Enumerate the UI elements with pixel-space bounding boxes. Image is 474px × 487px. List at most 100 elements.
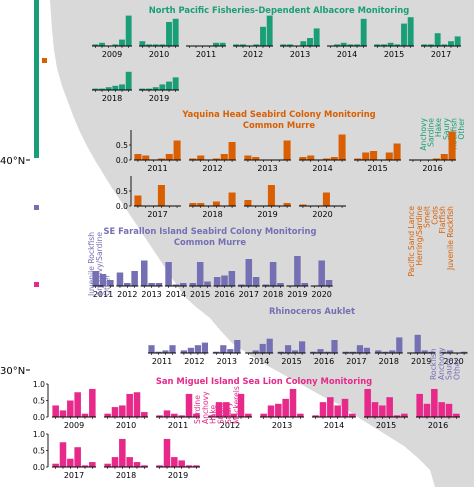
albacore-bar-2019-2: [152, 87, 159, 90]
sealion-bar-2017-5: [89, 462, 96, 467]
albacore-bar-2019-3: [159, 84, 166, 90]
albacore-bar-2009-0: [92, 44, 99, 46]
sealion-year-label-2019: 2019: [168, 471, 188, 480]
sealion-bar-2016-0: [416, 393, 423, 417]
murre-bar-2020-0: [299, 204, 307, 206]
murre-bar-2018-0: [189, 203, 197, 206]
murre-bar-2011-4: [165, 154, 173, 160]
farallon_murre-bar-2012-1: [124, 283, 131, 286]
farallon_auklet-bar-2015-2: [292, 350, 299, 353]
farallon_auklet-bar-2012-0: [180, 350, 187, 353]
sealion-ytick-label-1-1.0: 1.0: [33, 430, 45, 439]
sealion-bar-2018-4: [133, 462, 141, 467]
murre-bar-2019-0: [244, 200, 252, 206]
murre-year-label-2017: 2017: [147, 210, 167, 219]
murre-year-label-2020: 2020: [312, 210, 332, 219]
farallon_murre-bar-2013-0: [141, 260, 148, 286]
farallon_auklet-bar-2019-1: [414, 334, 421, 353]
farallon_murre-bar-2012-2: [131, 271, 138, 286]
sealion-ytick-label-1-0.5: 0.5: [33, 446, 45, 455]
sealion-bar-2019-0: [156, 465, 163, 467]
sealion-ytick-label-0-1.0: 1.0: [33, 380, 45, 389]
albacore-bar-2015-3: [394, 44, 401, 46]
sealion-bar-2018-5: [141, 465, 148, 467]
albacore-bar-2018-4: [119, 84, 125, 90]
sealion-bar-2014-5: [349, 413, 356, 417]
sealion-bar-2018-2: [119, 438, 126, 467]
farallon_murre-bar-2013-1: [148, 283, 155, 286]
albacore-bar-2018-3: [112, 85, 119, 90]
albacore-year-label-2010: 2010: [149, 50, 169, 59]
farallon_murre-bar-2020-2: [325, 280, 333, 286]
sealion-ytick-label-0-0.5: 0.5: [33, 396, 45, 405]
albacore-prey-label-5: Other: [457, 117, 466, 139]
sealion-prey-label-3: Squid: [216, 402, 225, 424]
farallon_auklet-bar-2015-3: [299, 341, 306, 353]
murre-bar-2014-3: [322, 158, 330, 160]
farallon_auklet-year-label-2017: 2017: [346, 357, 366, 366]
sealion-bar-2017-2: [67, 458, 74, 467]
farallon_auklet-bar-2019-2: [421, 350, 428, 353]
farallon_auklet-bar-2013-3: [234, 340, 241, 353]
sealion-title: San Miguel Island Sea Lion Colony Monito…: [156, 376, 372, 386]
sealion-year-label-2013: 2013: [272, 421, 292, 430]
farallon_auklet-bar-2017-0: [342, 351, 349, 353]
sealion-bar-2016-4: [445, 403, 453, 417]
farallon_auklet-bar-2019-3: [428, 351, 435, 353]
farallon_murre-bar-2018-0: [262, 284, 270, 286]
murre-ytick-label-0-0.0: 0.0: [116, 156, 128, 165]
farallon_auklet-bar-2018-3: [396, 337, 403, 353]
albacore-bar-2013-0: [280, 44, 287, 46]
murre-bar-2015-0: [354, 158, 362, 160]
sealion-bar-2009-2: [67, 400, 74, 417]
albacore-bar-2015-2: [387, 42, 394, 46]
albacore-year-label-2009: 2009: [102, 50, 122, 59]
albacore-bar-2009-1: [99, 42, 105, 46]
sealion-bar-2011-5: [193, 413, 200, 417]
murre-bar-2020-3: [322, 192, 330, 206]
sealion-bar-2016-1: [423, 403, 431, 417]
sealion-bar-2013-5: [297, 413, 304, 417]
albacore-prey-label-3: Saury: [442, 117, 451, 139]
sealion-bar-2017-1: [59, 442, 67, 467]
farallon_murre-year-label-2020: 2020: [312, 290, 332, 299]
murre-bar-2012-0: [189, 158, 197, 160]
albacore-bar-2014-4: [354, 44, 360, 46]
farallon_murre-year-label-2014: 2014: [166, 290, 186, 299]
murre-bar-2011-3: [157, 158, 165, 160]
farallon_murre-prey-label-1: Anchovy/Sardine: [95, 232, 104, 296]
murre-bar-2018-5: [228, 192, 236, 206]
murre-bar-2016-5: [448, 131, 456, 160]
murre-year-label-2019: 2019: [257, 210, 277, 219]
farallon_murre-bar-2018-1: [269, 262, 277, 286]
sealion-prey-label-0: Sardine: [193, 395, 202, 424]
albacore-bar-2010-5: [172, 18, 179, 46]
sealion-bar-2009-5: [89, 388, 96, 417]
sealion-bar-2018-0: [104, 463, 111, 467]
sealion-bar-2013-2: [275, 403, 282, 417]
farallon_auklet-prey-label-3: Other: [452, 358, 461, 380]
sealion-bar-2012-4: [237, 393, 245, 417]
farallon_auklet-year-label-2012: 2012: [184, 357, 204, 366]
farallon_murre-bar-2016-2: [228, 271, 236, 286]
sealion-bar-2013-4: [289, 388, 297, 417]
farallon_murre-bar-2011-2: [107, 280, 114, 286]
albacore-bar-2019-0: [139, 88, 146, 90]
murre-year-label-2013: 2013: [257, 164, 277, 173]
albacore-bar-2014-5: [360, 18, 367, 46]
farallon_auklet-bar-2017-1: [349, 351, 356, 353]
sealion-bar-2015-4: [393, 415, 401, 417]
sealion-bar-2011-4: [185, 393, 193, 417]
albacore-bar-2017-1: [428, 44, 434, 46]
sealion-bar-2019-3: [178, 460, 185, 467]
albacore-bar-2012-4: [260, 26, 266, 46]
farallon_auklet-bar-2012-3: [201, 342, 208, 353]
farallon_auklet-prey-label-1: Anchovy: [437, 347, 446, 380]
murre-bar-2014-0: [299, 157, 307, 160]
murre-ytick-label-0-0.5: 0.5: [116, 141, 128, 150]
sealion-bar-2013-3: [282, 398, 289, 417]
farallon-murre-subtitle: Common Murre: [174, 237, 247, 247]
murre-bar-2013-5: [283, 140, 291, 160]
sealion-prey-label-1: Anchovy: [201, 391, 210, 424]
murre-bar-2015-4: [385, 152, 393, 160]
